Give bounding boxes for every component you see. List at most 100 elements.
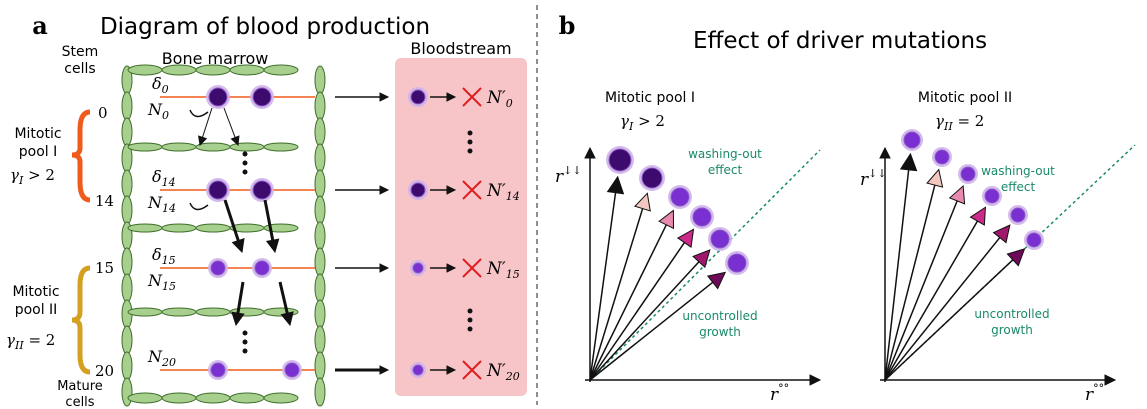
- marrow-cell: [315, 66, 325, 94]
- cell: [411, 183, 425, 197]
- marrow-cell: [264, 65, 298, 75]
- panel-label: a: [32, 11, 48, 40]
- figure: a Diagram of blood production Bone marro…: [0, 0, 1147, 409]
- cell: [253, 181, 271, 199]
- arrow-head: [380, 93, 388, 101]
- cell: [209, 181, 227, 199]
- cell: [961, 167, 975, 181]
- gamma: γII = 2: [935, 112, 984, 133]
- brace: [72, 112, 90, 200]
- plot-name: Mitotic pool II: [918, 90, 1012, 106]
- marrow-cell: [315, 222, 325, 250]
- n: N20: [147, 347, 176, 369]
- arrow-head: [232, 312, 244, 325]
- index: 15: [95, 259, 114, 277]
- marrow-cell: [230, 393, 264, 403]
- cell: [255, 261, 269, 275]
- arrow-shaft: [224, 108, 235, 138]
- arrow-head: [901, 154, 917, 171]
- ellipsis-dot: [243, 349, 248, 354]
- plot-name: Mitotic pool I: [605, 90, 695, 106]
- marrow-cell: [122, 326, 132, 354]
- arrow-head: [1105, 375, 1115, 385]
- marrow-cell: [315, 300, 325, 328]
- arrow-shaft: [885, 170, 909, 380]
- ellipsis-dot: [243, 161, 248, 166]
- marrow-cell: [315, 170, 325, 198]
- gamma: γI > 2: [10, 166, 55, 187]
- gamma: γI > 2: [620, 112, 665, 133]
- cell: [1011, 208, 1025, 222]
- cell: [211, 363, 225, 377]
- marrow-cell: [264, 143, 298, 151]
- cell: [1027, 233, 1041, 247]
- cell: [642, 168, 662, 188]
- marrow-cell: [315, 274, 325, 302]
- marrow-cell: [315, 378, 325, 406]
- cell: [671, 188, 689, 206]
- title: Effect of driver mutations: [693, 28, 987, 54]
- arrow-head: [994, 225, 1010, 242]
- ellipsis-dot: [468, 140, 473, 145]
- pool-name: Mitoticpool I: [14, 126, 61, 160]
- ellipsis-dot: [468, 327, 473, 332]
- n: N14: [147, 193, 176, 215]
- marrow-cell: [315, 248, 325, 276]
- cell: [693, 208, 711, 226]
- cell: [935, 150, 949, 164]
- marrow-cell: [122, 352, 132, 380]
- index: 20: [95, 362, 114, 380]
- marrow-cell: [315, 118, 325, 146]
- y-axis-label: r↓↓: [860, 167, 887, 190]
- brace: [72, 268, 90, 372]
- arrow-head: [380, 366, 388, 374]
- arrow-shaft: [265, 200, 273, 240]
- arrow-shaft: [225, 200, 238, 241]
- ellipsis-dot: [468, 318, 473, 323]
- delta: δ0: [152, 74, 169, 96]
- marrow-cell: [122, 378, 132, 406]
- bloodstream-label: Bloodstream: [410, 39, 511, 58]
- arrow-head: [971, 207, 986, 225]
- arrow-head: [267, 239, 279, 252]
- marrow-cell: [196, 308, 230, 316]
- washing-out-label: washing-outeffect: [688, 147, 762, 177]
- marrow-cell: [128, 308, 162, 316]
- arrow-head: [880, 148, 890, 158]
- arrow-head: [281, 312, 293, 325]
- marrow-cell: [122, 248, 132, 276]
- cell: [609, 149, 631, 171]
- arrow-shaft: [885, 221, 977, 380]
- arrow-head: [927, 170, 943, 187]
- marrow-cell: [315, 144, 325, 172]
- delta: δ14: [152, 167, 176, 189]
- ellipsis-dot: [243, 152, 248, 157]
- marrow-cell: [315, 352, 325, 380]
- arrow-head: [810, 375, 820, 385]
- ellipsis-dot: [468, 131, 473, 136]
- panel-label: b: [559, 11, 576, 40]
- cell: [209, 88, 227, 106]
- cell: [413, 263, 423, 273]
- arrow-head: [380, 264, 388, 272]
- marrow-cell: [162, 143, 196, 151]
- arrow-shaft: [590, 243, 684, 380]
- marrow-cell: [196, 224, 230, 232]
- arrow-head: [708, 272, 726, 288]
- marrow-cell: [264, 393, 298, 403]
- cell: [411, 90, 425, 104]
- delta: δ15: [152, 245, 176, 267]
- arrow-head: [585, 148, 595, 158]
- marrow-cell: [122, 170, 132, 198]
- x-axis-label: r°°: [1085, 382, 1104, 405]
- marrow-cell: [122, 196, 132, 224]
- marrow-cell: [162, 308, 196, 316]
- arrow-shaft: [590, 225, 666, 380]
- ellipsis-dot: [468, 309, 473, 314]
- mature-cells-label: Maturecells: [57, 379, 103, 409]
- marrow-cell: [162, 224, 196, 232]
- arrow-head: [635, 193, 650, 211]
- n: N15: [147, 271, 176, 293]
- ellipsis-dot: [243, 170, 248, 175]
- arrow-head: [678, 229, 694, 247]
